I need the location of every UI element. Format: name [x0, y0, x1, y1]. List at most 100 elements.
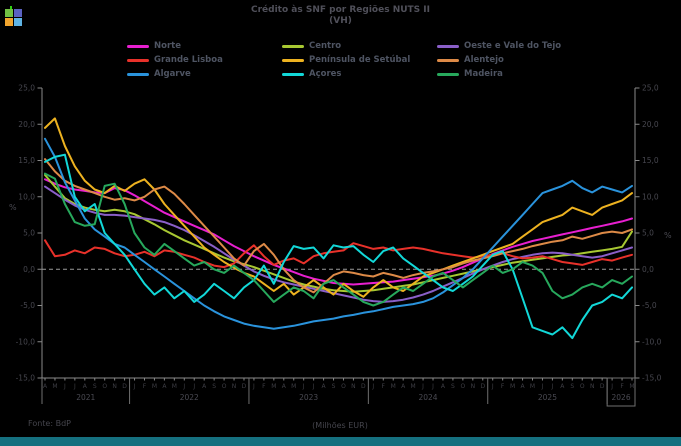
x-tick-label: O	[222, 383, 227, 390]
legend-item-alentejo[interactable]: Alentejo	[437, 55, 561, 65]
x-tick-label: M	[510, 383, 515, 390]
series-madeira[interactable]	[44, 172, 633, 307]
chart-title-line1: Crédito às SNF por Regiões NUTS II	[251, 5, 430, 15]
x-tick-label: S	[212, 383, 216, 390]
y-tick-label-right: 20,0	[642, 120, 659, 129]
year-label: 2021	[76, 393, 95, 402]
series-algarve[interactable]	[44, 137, 633, 330]
chart-legend: Norte Centro Oeste e Vale do Tejo Grande Li…	[127, 41, 561, 79]
year-label: 2025	[538, 393, 557, 402]
x-tick-label: D	[361, 383, 366, 390]
x-tick-label: A	[401, 383, 406, 390]
year-label: 2022	[180, 393, 199, 402]
logo-square-bottom-right-icon	[14, 18, 22, 26]
x-tick-label: J	[610, 383, 613, 390]
legend-swatch-icon	[437, 72, 459, 76]
legend-item-algarve[interactable]: Algarve	[127, 69, 282, 79]
x-tick-label: N	[232, 383, 237, 390]
x-tick-label: M	[52, 383, 57, 390]
y-tick-label-right: 15,0	[642, 156, 659, 165]
x-tick-label: A	[202, 383, 207, 390]
y-tick-label-left: 15,0	[18, 156, 35, 165]
x-tick-label: N	[351, 383, 356, 390]
logo-tab-icon	[10, 6, 12, 9]
x-tick-label: S	[93, 383, 97, 390]
y-axis-title-right: %	[664, 231, 672, 240]
x-tick-label: J	[182, 383, 185, 390]
legend-swatch-icon	[282, 72, 304, 76]
x-tick-label: J	[431, 383, 434, 390]
legend-label: Centro	[309, 41, 342, 51]
legend-label: Norte	[154, 41, 181, 51]
legend-item-centro[interactable]: Centro	[282, 41, 437, 51]
y-tick-label-left: 25,0	[18, 84, 35, 93]
x-tick-label: M	[629, 383, 634, 390]
legend-label: Alentejo	[464, 55, 504, 65]
x-tick-label: O	[580, 383, 585, 390]
x-tick-label: J	[371, 383, 374, 390]
x-tick-label: F	[262, 383, 266, 390]
logo-square-bottom-left-icon	[5, 18, 13, 26]
logo-square-top-right-icon	[14, 9, 22, 17]
y-tick-label-left: 5,0	[23, 229, 35, 238]
series-oeste-e-vale-do-tejo[interactable]	[44, 185, 633, 303]
y-tick-label-right: -10,0	[642, 337, 662, 346]
x-tick-label: F	[382, 383, 386, 390]
x-tick-label: F	[501, 383, 505, 390]
legend-label: Península de Setúbal	[309, 55, 411, 65]
x-tick-label: D	[600, 383, 605, 390]
legend-item-acores[interactable]: Açores	[282, 69, 437, 79]
legend-item-norte[interactable]: Norte	[127, 41, 282, 51]
legend-label: Açores	[309, 69, 342, 79]
year-label: 2026	[612, 393, 631, 402]
x-tick-label: M	[291, 383, 296, 390]
y-tick-label-left: -10,0	[16, 337, 36, 346]
legend-swatch-icon	[282, 44, 304, 48]
chart-title: Crédito às SNF por Regiões NUTS II (VH)	[0, 5, 681, 27]
series-acores[interactable]	[44, 153, 633, 340]
y-tick-label-right: -15,0	[642, 374, 662, 383]
unit-note: (Milhões EUR)	[312, 421, 368, 430]
logo-square-top-left-icon	[5, 9, 13, 17]
legend-label: Algarve	[154, 69, 191, 79]
x-tick-label: A	[162, 383, 167, 390]
x-tick-label: J	[551, 383, 554, 390]
x-tick-label: J	[192, 383, 195, 390]
y-tick-label-left: -5,0	[20, 301, 35, 310]
x-tick-label: J	[312, 383, 315, 390]
x-tick-label: F	[143, 383, 147, 390]
x-tick-label: F	[620, 383, 624, 390]
x-tick-label: N	[590, 383, 595, 390]
app-logo[interactable]	[5, 6, 24, 26]
y-tick-label-right: 25,0	[642, 84, 659, 93]
series-peninsula-de-setubal[interactable]	[44, 117, 633, 298]
legend-item-grande-lisboa[interactable]: Grande Lisboa	[127, 55, 282, 65]
x-tick-label: A	[521, 383, 526, 390]
legend-item-oeste-e-vale-do-tejo[interactable]: Oeste e Vale do Tejo	[437, 41, 561, 51]
x-tick-label: N	[112, 383, 117, 390]
legend-item-madeira[interactable]: Madeira	[437, 69, 561, 79]
x-tick-label: S	[570, 383, 574, 390]
series-grande-lisboa[interactable]	[44, 239, 633, 269]
year-label: 2024	[418, 393, 437, 402]
x-tick-label: M	[271, 383, 276, 390]
legend-swatch-icon	[437, 58, 459, 62]
legend-item-peninsula-de-setubal[interactable]: Península de Setúbal	[282, 55, 437, 65]
y-tick-label-right: 5,0	[642, 229, 654, 238]
x-tick-label: N	[471, 383, 476, 390]
x-tick-label: A	[441, 383, 446, 390]
y-tick-label-right: -5,0	[642, 301, 657, 310]
x-tick-label: A	[43, 383, 48, 390]
x-tick-label: J	[73, 383, 76, 390]
x-tick-label: J	[491, 383, 494, 390]
x-tick-label: J	[302, 383, 305, 390]
y-tick-label-right: 0,0	[642, 265, 654, 274]
year-label: 2023	[299, 393, 318, 402]
x-tick-label: A	[282, 383, 287, 390]
x-tick-label: J	[541, 383, 544, 390]
x-tick-label: D	[242, 383, 247, 390]
legend-label: Grande Lisboa	[154, 55, 223, 65]
series-alentejo[interactable]	[44, 158, 633, 294]
x-tick-label: J	[252, 383, 255, 390]
